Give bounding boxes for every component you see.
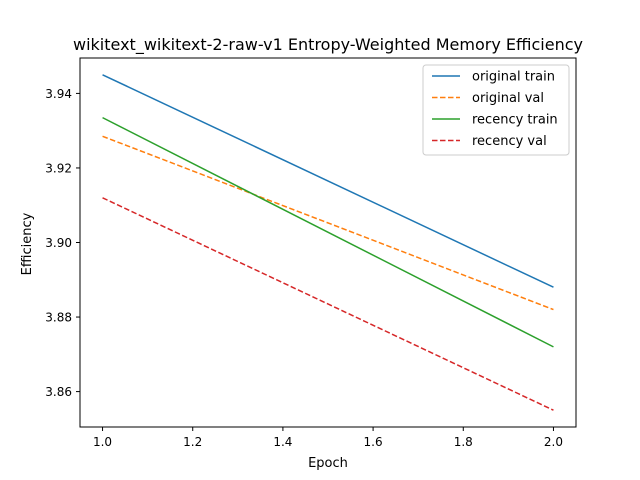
y-tick-label: 3.86	[45, 385, 72, 399]
legend: original train original val recency train r…	[422, 64, 570, 156]
series-line-recency-train	[102, 116, 554, 348]
y-tick-label: 3.92	[45, 161, 72, 175]
x-tick-label: 1.2	[183, 435, 202, 449]
series-lines	[102, 74, 554, 411]
y-tick-label: 3.94	[45, 87, 72, 101]
series-line-original-train	[102, 74, 554, 288]
legend-box	[422, 64, 570, 156]
legend-label: original train	[472, 70, 555, 85]
x-tick-label: 1.4	[273, 435, 292, 449]
x-tick-label: 1.6	[364, 435, 383, 449]
x-axis-label: Epoch	[308, 456, 348, 471]
chart-title: wikitext_wikitext-2-raw-v1 Entropy-Weigh…	[73, 35, 583, 55]
series-line-original-val	[102, 135, 554, 311]
x-tick-label: 1.8	[454, 435, 473, 449]
y-tick-label: 3.88	[45, 311, 72, 325]
x-tick-label: 2.0	[544, 435, 563, 449]
axis-ticks: 1.0 1.2 1.4 1.6 1.8 2.0 3.86 3.88 3.90 3.92 3.94	[45, 87, 563, 449]
y-axis-label: Efficiency	[20, 212, 35, 275]
y-tick-label: 3.90	[45, 236, 72, 250]
legend-label: original val	[472, 91, 544, 106]
x-tick-label: 1.0	[93, 435, 112, 449]
legend-label: recency train	[472, 113, 558, 128]
series-line-recency-val	[102, 197, 554, 411]
legend-label: recency val	[472, 134, 547, 149]
